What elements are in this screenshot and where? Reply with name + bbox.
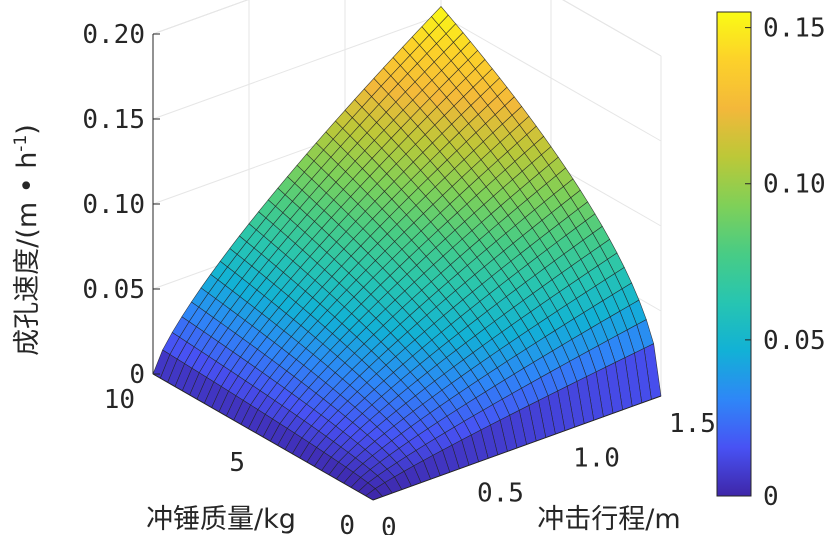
- axis-labels: 成孔速度/(m • h-1) 冲锤质量/kg 冲击行程/m: [11, 124, 681, 535]
- colorbar-tick-label: 0.10: [763, 170, 826, 200]
- y-axis-label: 冲击行程/m: [537, 504, 680, 535]
- z-tick-label: 0.10: [82, 190, 145, 220]
- x-tick-label: 0: [339, 511, 355, 535]
- colorbar-ticks: 0 0.05 0.10 0.15: [745, 14, 826, 512]
- z-tick-label: 0.15: [82, 105, 145, 135]
- z-axis-label: 成孔速度/(m • h-1): [11, 124, 43, 356]
- z-axis-label-end: ): [12, 124, 43, 135]
- y-tick-label: 0.5: [477, 478, 524, 508]
- colorbar-tick-label: 0: [763, 482, 779, 512]
- z-tick-label: 0.05: [82, 275, 145, 305]
- z-axis-label-main: 成孔速度/(m • h: [12, 152, 43, 356]
- x-tick-label: 5: [229, 448, 245, 478]
- y-tick-label: 1.5: [669, 409, 716, 439]
- z-gridline: [152, 0, 662, 57]
- colorbar: 0 0.05 0.10 0.15: [716, 11, 826, 512]
- z-tick-label: 0.20: [82, 20, 145, 50]
- x-tick-label: 10: [104, 385, 135, 415]
- z-axis-label-sup: -1: [11, 135, 31, 152]
- y-tick-label: 0: [381, 513, 397, 535]
- surface-plot: [152, 6, 662, 501]
- colorbar-gradient: [716, 11, 752, 497]
- y-axis-line: [372, 395, 662, 501]
- z-tick-label: 0: [129, 360, 145, 390]
- y-tick-label: 1.0: [573, 444, 620, 474]
- x-axis-label: 冲锤质量/kg: [146, 504, 296, 535]
- x-axis-line: [152, 373, 374, 501]
- axes-box-edge: [152, 0, 249, 35]
- colorbar-tick-label: 0.05: [763, 326, 826, 356]
- colorbar-tick-label: 0.15: [763, 14, 826, 44]
